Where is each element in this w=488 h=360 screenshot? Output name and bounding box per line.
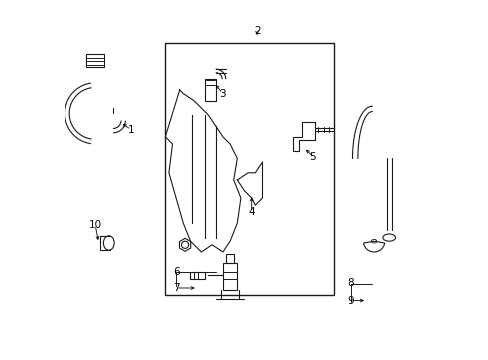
Text: 3: 3 — [219, 89, 226, 99]
Text: 1: 1 — [127, 125, 134, 135]
Text: 10: 10 — [88, 220, 102, 230]
Text: 8: 8 — [346, 278, 353, 288]
Text: 7: 7 — [172, 283, 179, 293]
Text: 6: 6 — [172, 267, 179, 277]
Bar — [190, 272, 204, 279]
Text: 9: 9 — [346, 296, 353, 306]
Text: 2: 2 — [253, 26, 260, 36]
Bar — [223, 263, 237, 290]
Bar — [226, 254, 233, 263]
Text: 5: 5 — [309, 152, 316, 162]
Bar — [204, 79, 215, 101]
Bar — [86, 54, 104, 67]
Text: 4: 4 — [248, 207, 254, 217]
